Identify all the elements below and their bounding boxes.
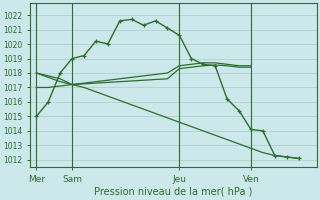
X-axis label: Pression niveau de la mer( hPa ): Pression niveau de la mer( hPa )	[94, 187, 252, 197]
